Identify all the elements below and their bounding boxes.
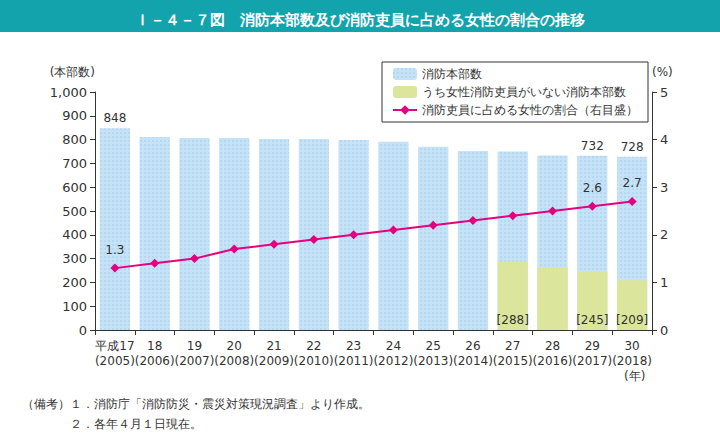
svg-text:700: 700: [62, 156, 87, 171]
svg-text:(本部数): (本部数): [50, 65, 95, 79]
svg-text:[245]: [245]: [576, 313, 608, 327]
svg-text:29: 29: [585, 339, 600, 353]
svg-text:平成17: 平成17: [95, 339, 134, 353]
svg-text:(2011): (2011): [334, 354, 374, 368]
svg-text:(2010): (2010): [294, 354, 334, 368]
svg-text:28: 28: [545, 339, 560, 353]
svg-text:24: 24: [386, 339, 401, 353]
svg-text:(2016): (2016): [533, 354, 573, 368]
svg-text:(2013): (2013): [413, 354, 453, 368]
svg-text:22: 22: [306, 339, 321, 353]
svg-text:3: 3: [660, 180, 668, 195]
svg-text:400: 400: [62, 227, 87, 242]
svg-text:19: 19: [187, 339, 202, 353]
svg-text:732: 732: [581, 139, 604, 153]
svg-text:200: 200: [62, 275, 87, 290]
svg-text:(2006): (2006): [135, 354, 175, 368]
svg-text:600: 600: [62, 180, 87, 195]
svg-text:300: 300: [62, 251, 87, 266]
svg-text:(2005): (2005): [95, 354, 135, 368]
svg-text:18: 18: [147, 339, 162, 353]
svg-text:(2009): (2009): [254, 354, 294, 368]
svg-text:800: 800: [62, 132, 87, 147]
svg-text:1: 1: [660, 275, 668, 290]
svg-text:(年): (年): [624, 369, 645, 383]
svg-text:25: 25: [426, 339, 441, 353]
svg-text:消防吏員に占める女性の割合（右目盛）: 消防吏員に占める女性の割合（右目盛）: [422, 103, 638, 117]
svg-text:900: 900: [62, 108, 87, 123]
svg-text:[288]: [288]: [497, 313, 529, 327]
svg-text:23: 23: [346, 339, 361, 353]
svg-text:消防本部数: 消防本部数: [422, 67, 482, 81]
svg-text:0: 0: [660, 323, 668, 338]
svg-text:(2018): (2018): [612, 354, 652, 368]
svg-text:(2017): (2017): [572, 354, 612, 368]
svg-text:848: 848: [103, 111, 126, 125]
svg-text:30: 30: [624, 339, 639, 353]
svg-text:2.7: 2.7: [623, 176, 642, 190]
svg-text:（備考）１．消防庁「消防防災・震災対策現況調査」より作成。: （備考）１．消防庁「消防防災・震災対策現況調査」より作成。: [22, 397, 370, 411]
svg-text:Ｉ－４－７図 消防本部数及び消防吏員に占める女性の割合の推移: Ｉ－４－７図 消防本部数及び消防吏員に占める女性の割合の推移: [135, 11, 585, 29]
svg-text:21: 21: [266, 339, 281, 353]
svg-text:5: 5: [660, 85, 668, 100]
svg-text:20: 20: [227, 339, 242, 353]
svg-text:(2014): (2014): [453, 354, 493, 368]
svg-text:(2015): (2015): [493, 354, 533, 368]
svg-text:27: 27: [505, 339, 520, 353]
svg-text:0: 0: [79, 323, 87, 338]
svg-text:(2008): (2008): [214, 354, 254, 368]
svg-text:2: 2: [660, 227, 668, 242]
svg-text:2.6: 2.6: [583, 181, 602, 195]
svg-text:２．各年４月１日現在。: ２．各年４月１日現在。: [22, 417, 202, 431]
svg-text:(2012): (2012): [373, 354, 413, 368]
svg-text:1.3: 1.3: [105, 243, 124, 257]
svg-text:26: 26: [465, 339, 480, 353]
svg-text:(2007): (2007): [175, 354, 215, 368]
svg-text:うち女性消防吏員がいない消防本部数: うち女性消防吏員がいない消防本部数: [422, 85, 626, 99]
svg-text:500: 500: [62, 204, 87, 219]
svg-text:[209]: [209]: [616, 313, 648, 327]
svg-text:(%): (%): [652, 65, 673, 79]
svg-text:728: 728: [621, 140, 644, 154]
svg-text:4: 4: [660, 132, 668, 147]
svg-text:1,000: 1,000: [50, 85, 87, 100]
svg-text:100: 100: [62, 299, 87, 314]
